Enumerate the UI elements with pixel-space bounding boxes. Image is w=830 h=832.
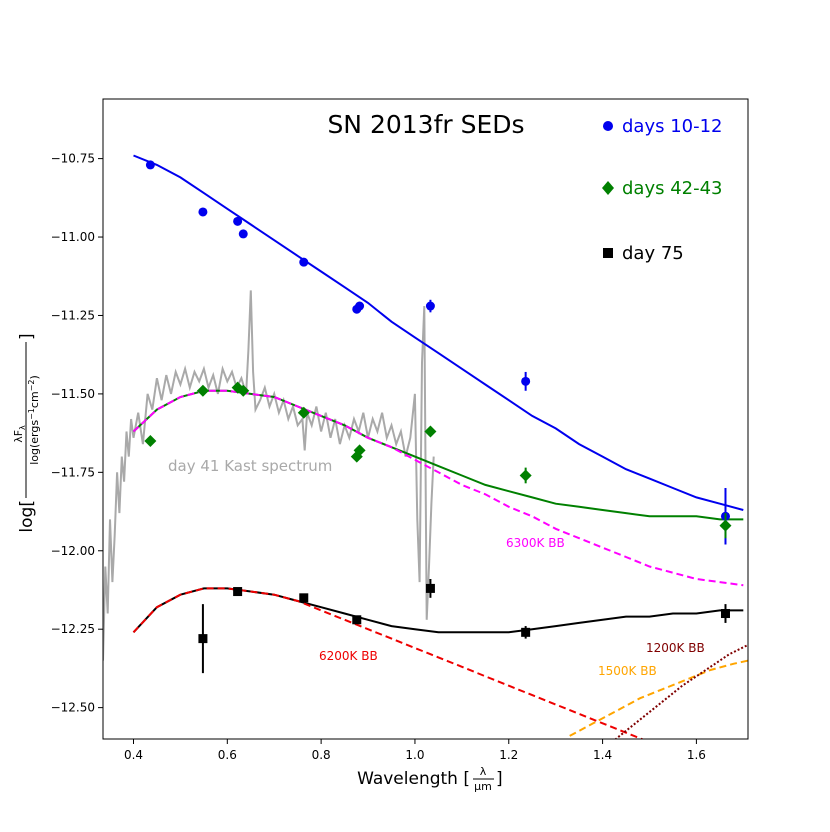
legend-label-days-42-43: days 42-43 bbox=[622, 178, 723, 199]
curve-1500k-bb bbox=[569, 659, 748, 737]
annotation-6200k-bb: 6200K BB bbox=[319, 649, 378, 663]
y-axis-label-numerator-sub: λ bbox=[18, 425, 27, 430]
plot-area bbox=[103, 154, 748, 739]
point-days-10-12 bbox=[198, 207, 208, 217]
x-tick-label: 0.6 bbox=[218, 748, 237, 762]
annotation-1500k-bb: 1500K BB bbox=[598, 664, 657, 678]
curve-days-10-12-fit bbox=[133, 154, 744, 511]
point-days-10-12 bbox=[299, 257, 309, 267]
point-day-75 bbox=[233, 587, 243, 597]
curve-days-42-43-fit bbox=[132, 389, 744, 521]
y-axis-label-den-end: ) bbox=[28, 375, 41, 379]
point-days-42-43 bbox=[297, 406, 310, 419]
y-axis-label-denominator: log(ergs−1cm−2) bbox=[27, 375, 41, 465]
y-tick-label: −11.75 bbox=[51, 465, 95, 479]
y-axis-label-den-mid: cm bbox=[28, 391, 41, 408]
point-day-75 bbox=[352, 615, 362, 625]
y-axis-label-numerator: λFλ bbox=[12, 425, 27, 443]
x-tick-label: 0.8 bbox=[312, 748, 331, 762]
y-tick-label: −12.00 bbox=[51, 544, 95, 558]
x-axis-label-numerator: λ bbox=[480, 765, 487, 778]
chart-title: SN 2013fr SEDs bbox=[327, 110, 524, 139]
point-day-75 bbox=[198, 634, 208, 644]
point-days-42-43 bbox=[719, 519, 732, 532]
annotation-6300k-bb: 6300K BB bbox=[506, 536, 565, 550]
point-day-75 bbox=[425, 583, 435, 593]
curve-6200k-bb bbox=[132, 587, 645, 739]
annotation-kast-spectrum: day 41 Kast spectrum bbox=[168, 457, 332, 475]
legend-marker-day-75 bbox=[603, 248, 613, 258]
y-axis-label-den-sup1: −1 bbox=[27, 408, 36, 420]
curve-6300k-bb bbox=[132, 389, 744, 587]
x-axis-label-prefix: Wavelength [ bbox=[357, 769, 470, 789]
annotation-1200k-bb: 1200K BB bbox=[646, 641, 705, 655]
x-axis: 0.4 0.6 0.8 1.0 1.2 1.4 1.6 bbox=[124, 739, 706, 762]
x-tick-label: 1.2 bbox=[499, 748, 518, 762]
x-tick-label: 1.0 bbox=[405, 748, 424, 762]
legend-label-day-75: day 75 bbox=[622, 243, 684, 264]
point-days-10-12 bbox=[145, 160, 155, 170]
point-days-42-43 bbox=[519, 469, 532, 482]
point-days-10-12 bbox=[355, 301, 365, 311]
point-day-75 bbox=[720, 609, 730, 619]
x-tick-label: 1.4 bbox=[593, 748, 612, 762]
y-axis-label-suffix: ] bbox=[17, 333, 37, 340]
y-tick-label: −11.50 bbox=[51, 387, 95, 401]
y-tick-label: −12.50 bbox=[51, 701, 95, 715]
point-days-42-43 bbox=[424, 425, 437, 438]
point-day-75 bbox=[299, 593, 309, 603]
point-days-42-43 bbox=[237, 384, 250, 397]
y-axis-label-prefix: log[ bbox=[17, 500, 37, 533]
y-axis-label-numerator-main: λF bbox=[12, 430, 25, 443]
legend: days 10-12 days 42-43 day 75 bbox=[602, 116, 723, 264]
plot-frame bbox=[102, 98, 749, 740]
x-tick-label: 0.4 bbox=[124, 748, 143, 762]
x-axis-label-denominator: μm bbox=[474, 780, 492, 793]
legend-marker-days-10-12 bbox=[603, 121, 613, 131]
curve-1200k-bb bbox=[614, 644, 748, 739]
y-tick-label: −10.75 bbox=[51, 152, 95, 166]
point-day-75 bbox=[521, 627, 531, 637]
legend-marker-days-42-43 bbox=[602, 181, 614, 195]
y-axis-label-den-sup2: −2 bbox=[27, 380, 36, 392]
y-tick-label: −11.00 bbox=[51, 230, 95, 244]
x-tick-label: 1.6 bbox=[687, 748, 706, 762]
point-days-42-43 bbox=[196, 384, 209, 397]
point-days-42-43 bbox=[353, 444, 366, 457]
point-days-10-12 bbox=[238, 229, 248, 239]
point-days-10-12 bbox=[425, 301, 435, 311]
y-axis-label: log[ λFλ log(ergs−1cm−2) ] bbox=[12, 333, 41, 532]
point-days-10-12 bbox=[521, 376, 531, 386]
point-days-42-43 bbox=[144, 434, 157, 447]
point-days-10-12 bbox=[233, 216, 243, 226]
x-axis-label: Wavelength [ λ μm ] bbox=[357, 765, 503, 793]
y-axis: −10.75 −11.00 −11.25 −11.50 −11.75 −12.00 −12.… bbox=[51, 152, 103, 715]
legend-label-days-10-12: days 10-12 bbox=[622, 116, 723, 137]
y-axis-label-den-main: log(ergs bbox=[28, 420, 41, 465]
x-axis-label-suffix: ] bbox=[496, 769, 503, 789]
y-tick-label: −11.25 bbox=[51, 308, 95, 322]
y-tick-label: −12.25 bbox=[51, 622, 95, 636]
spectrum-line bbox=[103, 290, 435, 661]
curve-day-75-fit bbox=[132, 587, 744, 634]
